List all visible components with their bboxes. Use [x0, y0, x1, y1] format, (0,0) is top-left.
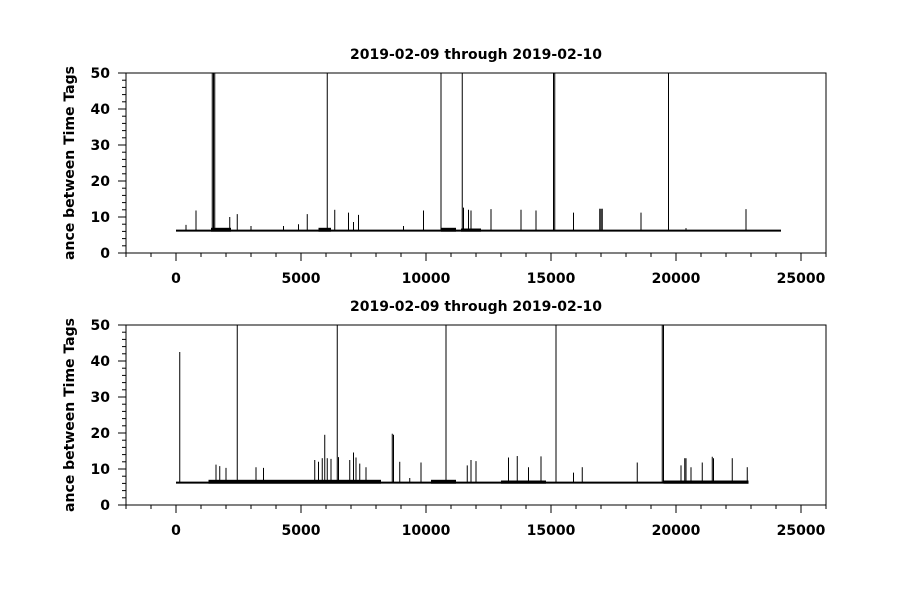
x-tick-label: 25000	[777, 271, 826, 287]
x-tick-label: 10000	[402, 271, 451, 287]
y-tick-label: 10	[91, 462, 111, 478]
y-tick-label: 0	[100, 498, 110, 514]
x-tick-label: 0	[171, 271, 181, 287]
y-axis-label: ance between Time Tags	[62, 66, 78, 260]
series-dense-segment	[501, 480, 546, 484]
y-tick-label: 40	[91, 102, 111, 118]
y-axis-label: ance between Time Tags	[62, 318, 78, 512]
x-tick-label: 0	[171, 523, 181, 539]
chart-title: 2019-02-09 through 2019-02-10	[350, 47, 602, 63]
axis-tick-labels: 0 5000 10000 15000 20000 25000 0 10 20 30 40 50	[91, 318, 826, 539]
x-tick-label: 5000	[282, 271, 321, 287]
series-dense-segment	[211, 227, 231, 232]
chart-panel-top: 2019-02-09 through 2019-02-10 ance betwe…	[62, 47, 827, 287]
y-tick-label: 20	[91, 174, 111, 190]
axis-tick-labels: 0 5000 10000 15000 20000 25000 0 10 20 30 40 50	[91, 66, 826, 287]
y-tick-label: 50	[91, 318, 111, 334]
y-tick-label: 10	[91, 210, 111, 226]
x-tick-label: 20000	[652, 271, 701, 287]
data-layer	[176, 73, 781, 232]
data-layer	[176, 325, 749, 484]
axis-ticks	[118, 324, 827, 513]
x-tick-label: 20000	[652, 523, 701, 539]
x-tick-label: 5000	[282, 523, 321, 539]
y-tick-label: 30	[91, 138, 111, 154]
y-tick-label: 0	[100, 246, 110, 262]
y-tick-label: 40	[91, 354, 111, 370]
x-tick-label: 10000	[402, 523, 451, 539]
axis-ticks	[118, 72, 827, 261]
series-dense-segment	[441, 227, 456, 232]
series-dense-segment	[208, 479, 381, 484]
y-tick-label: 20	[91, 426, 111, 442]
chart-title: 2019-02-09 through 2019-02-10	[350, 299, 602, 315]
y-tick-label: 50	[91, 66, 111, 82]
x-tick-label: 15000	[527, 271, 576, 287]
y-tick-label: 30	[91, 390, 111, 406]
series-dense-segment	[663, 480, 749, 484]
series-dense-segment	[431, 479, 456, 484]
chart-panel-bottom: 2019-02-09 through 2019-02-10 ance betwe…	[62, 299, 827, 539]
series-dense-segment	[318, 227, 331, 232]
x-tick-label: 25000	[777, 523, 826, 539]
x-tick-label: 15000	[527, 523, 576, 539]
